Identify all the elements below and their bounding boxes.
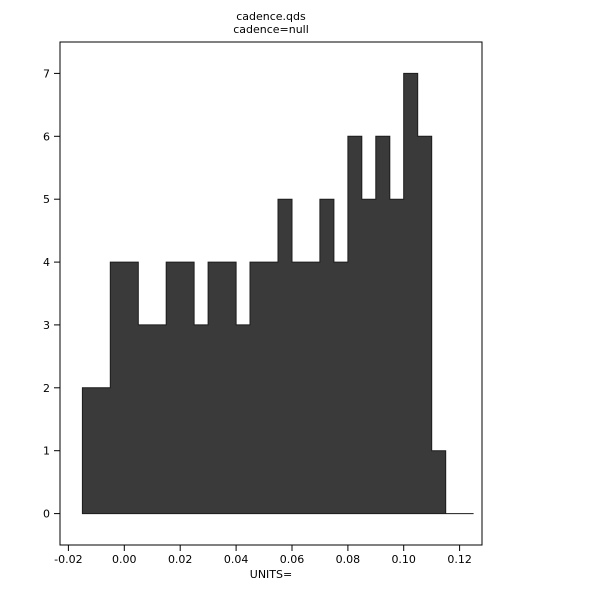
x-axis-tick-label: 0.04 — [224, 553, 249, 566]
x-axis-tick-label: 0.02 — [168, 553, 193, 566]
x-axis-tick-label: 0.08 — [336, 553, 361, 566]
y-axis-tick-label: 0 — [43, 508, 50, 521]
y-axis-tick-label: 5 — [43, 193, 50, 206]
plot-frame — [59, 41, 483, 546]
x-axis-tick-label: 0.00 — [112, 553, 137, 566]
y-axis-tick-label: 7 — [43, 67, 50, 80]
y-axis-tick-label: 2 — [43, 382, 50, 395]
chart-title-line2: cadence=null — [233, 23, 309, 37]
x-axis-tick-label: 0.12 — [447, 553, 472, 566]
x-axis-tick-label: 0.10 — [391, 553, 416, 566]
y-axis-tick-label: 1 — [43, 445, 50, 458]
y-axis-tick-label: 3 — [43, 319, 50, 332]
histogram-bars — [81, 72, 474, 515]
chart-title-line1: cadence.qds — [236, 10, 306, 23]
x-axis-tick-label: 0.06 — [280, 553, 305, 566]
y-axis-tick-label: 6 — [43, 130, 50, 143]
x-axis-tick-label: -0.02 — [54, 553, 82, 566]
x-axis-title: UNITS= — [249, 568, 293, 581]
chart-title: cadence.qds cadence=null — [60, 10, 482, 36]
y-axis-tick-label: 4 — [43, 256, 50, 269]
